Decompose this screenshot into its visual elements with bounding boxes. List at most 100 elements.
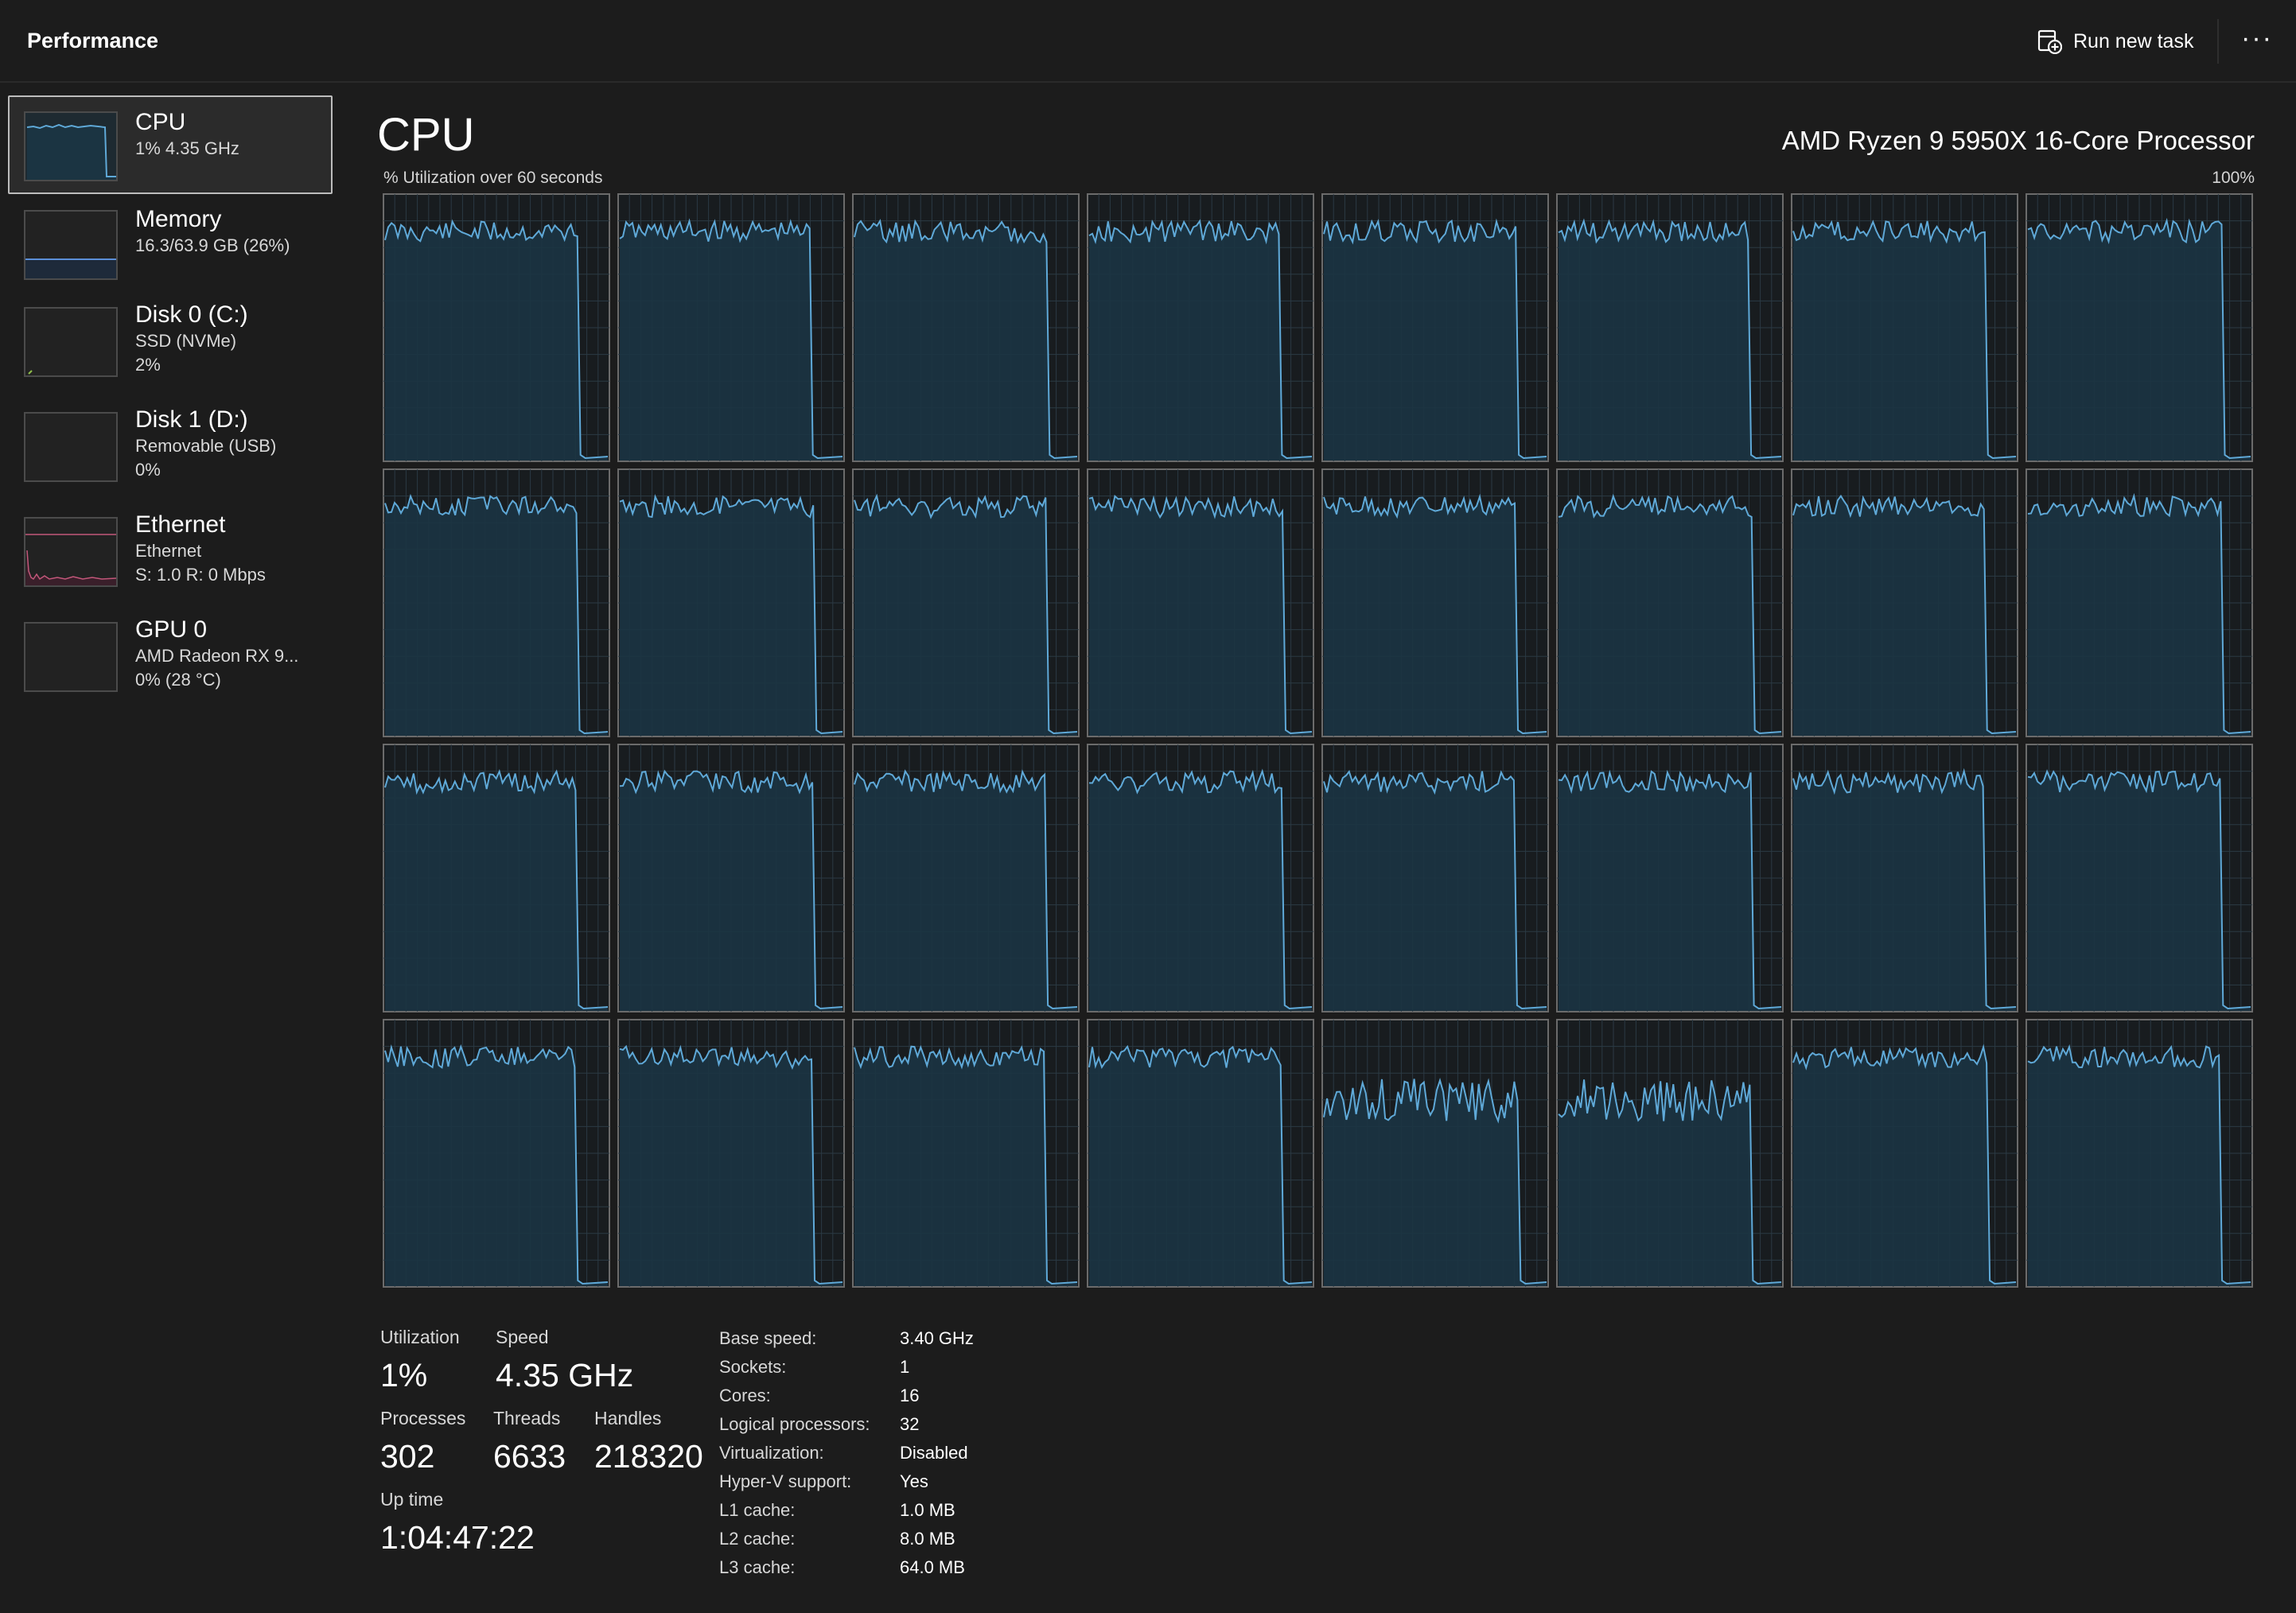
detail-value: Disabled [900,1443,968,1463]
logical-processor-graphs [383,193,2253,1288]
gpu-0-thumbnail [24,622,118,692]
processor-name: AMD Ryzen 9 5950X 16-Core Processor [1781,126,2255,155]
cpu-core-graph [1791,1019,2018,1288]
cpu-core-graph [2026,193,2253,462]
cpu-thumbnail [24,111,118,181]
run-task-icon [2037,29,2062,54]
sidebar-item-detail: S: 1.0 R: 0 Mbps [135,565,266,585]
sidebar-item-gpu-0[interactable]: GPU 0 AMD Radeon RX 9... 0% (28 °C) [8,611,333,705]
detail-label: L2 cache: [719,1529,796,1549]
cpu-core-graph [852,468,1080,737]
sidebar-item-detail: 16.3/63.9 GB (26%) [135,235,290,255]
disk-0-thumbnail-graph [28,370,33,375]
sidebar-item-label: Ethernet [135,511,226,538]
uptime-value: 1:04:47:22 [380,1519,535,1556]
detail-value: 16 [900,1386,920,1405]
sidebar-item-cpu[interactable]: CPU 1% 4.35 GHz [8,95,333,194]
handles-label: Handles [594,1408,662,1428]
detail-value: Yes [900,1471,928,1491]
cpu-core-graph [617,193,845,462]
sidebar-item-detail: SSD (NVMe) [135,331,237,351]
detail-value: 1.0 MB [900,1500,955,1520]
processes-label: Processes [380,1408,466,1428]
sidebar-item-detail: Removable (USB) [135,436,277,456]
sidebar-item-detail: Ethernet [135,541,202,561]
cpu-core-graph [617,468,845,737]
cpu-core-graph [617,744,845,1012]
run-new-task-label: Run new task [2073,29,2194,52]
handles-value: 218320 [594,1438,703,1475]
speed-label: Speed [496,1327,549,1347]
sidebar-item-ethernet[interactable]: Ethernet Ethernet S: 1.0 R: 0 Mbps [8,506,333,600]
cpu-core-graph [1321,1019,1549,1288]
sidebar-item-detail: 0% (28 °C) [135,670,221,690]
title-bar: Performance Run new task ··· [0,0,2296,83]
detail-value: 1 [900,1357,910,1377]
disk-1-thumbnail [24,412,118,482]
detail-label: Cores: [719,1386,771,1405]
cpu-core-graph [1556,468,1784,737]
run-new-task-button[interactable]: Run new task [2037,24,2193,59]
detail-label: Logical processors: [719,1414,870,1434]
sidebar-item-disk-0[interactable]: Disk 0 (C:) SSD (NVMe) 2% [8,296,333,390]
threads-value: 6633 [493,1438,566,1475]
cpu-core-graph [1556,1019,1784,1288]
cpu-core-graph [1556,193,1784,462]
detail-label: Sockets: [719,1357,787,1377]
sidebar-item-label: Disk 0 (C:) [135,301,248,328]
cpu-core-graph [1321,193,1549,462]
cpu-core-graph [1087,468,1314,737]
cpu-core-graph [852,744,1080,1012]
cpu-thumbnail-graph [25,113,116,180]
more-options-icon[interactable]: ··· [2241,23,2273,53]
cpu-core-graph [1321,468,1549,737]
sidebar-item-label: Memory [135,206,222,232]
cpu-core-graph [2026,1019,2253,1288]
cpu-core-graph [852,193,1080,462]
memory-thumbnail-graph [25,258,116,278]
cpu-core-graph [1087,1019,1314,1288]
cpu-core-graph [383,468,610,737]
memory-thumbnail [24,210,118,280]
cpu-core-graph [2026,744,2253,1012]
detail-label: Hyper-V support: [719,1471,852,1491]
cpu-core-graph [852,1019,1080,1288]
ethernet-thumbnail-graph [25,534,116,585]
graph-axis-label: % Utilization over 60 seconds [383,169,603,187]
sidebar-item-memory[interactable]: Memory 16.3/63.9 GB (26%) [8,199,333,286]
cpu-core-graph [1791,193,2018,462]
sidebar-item-detail: 2% [135,355,161,375]
cpu-core-graph [1791,468,2018,737]
disk-0-item-text: Disk 0 (C:) SSD (NVMe) 2% [135,301,248,377]
sidebar-item-label: CPU [135,109,186,135]
detail-value: 3.40 GHz [900,1328,974,1348]
detail-label: L3 cache: [719,1557,796,1577]
utilization-label: Utilization [380,1327,460,1347]
detail-label: Virtualization: [719,1443,824,1463]
ethernet-item-text: Ethernet Ethernet S: 1.0 R: 0 Mbps [135,511,266,587]
cpu-item-text: CPU 1% 4.35 GHz [135,108,239,161]
sidebar-item-label: GPU 0 [135,616,208,643]
graph-max-label: 100% [2212,169,2255,187]
processes-value: 302 [380,1438,435,1475]
cpu-core-graph [1087,193,1314,462]
gpu-0-item-text: GPU 0 AMD Radeon RX 9... 0% (28 °C) [135,616,298,692]
page-title: CPU [377,109,475,161]
disk-0-thumbnail [24,307,118,377]
sidebar-item-detail: 1% 4.35 GHz [135,138,239,158]
cpu-core-graph [383,1019,610,1288]
cpu-core-graph [383,744,610,1012]
sidebar-item-disk-1[interactable]: Disk 1 (D:) Removable (USB) 0% [8,401,333,495]
cpu-core-graph [617,1019,845,1288]
threads-label: Threads [493,1408,561,1428]
memory-item-text: Memory 16.3/63.9 GB (26%) [135,205,290,258]
toolbar-divider [2217,19,2219,64]
cpu-core-graph [1087,744,1314,1012]
ethernet-thumbnail [24,517,118,587]
app-title: Performance [27,29,159,52]
cpu-core-graph [1556,744,1784,1012]
cpu-core-graph [383,193,610,462]
cpu-core-graph [1791,744,2018,1012]
cpu-core-graph [2026,468,2253,737]
speed-value: 4.35 GHz [496,1357,634,1393]
